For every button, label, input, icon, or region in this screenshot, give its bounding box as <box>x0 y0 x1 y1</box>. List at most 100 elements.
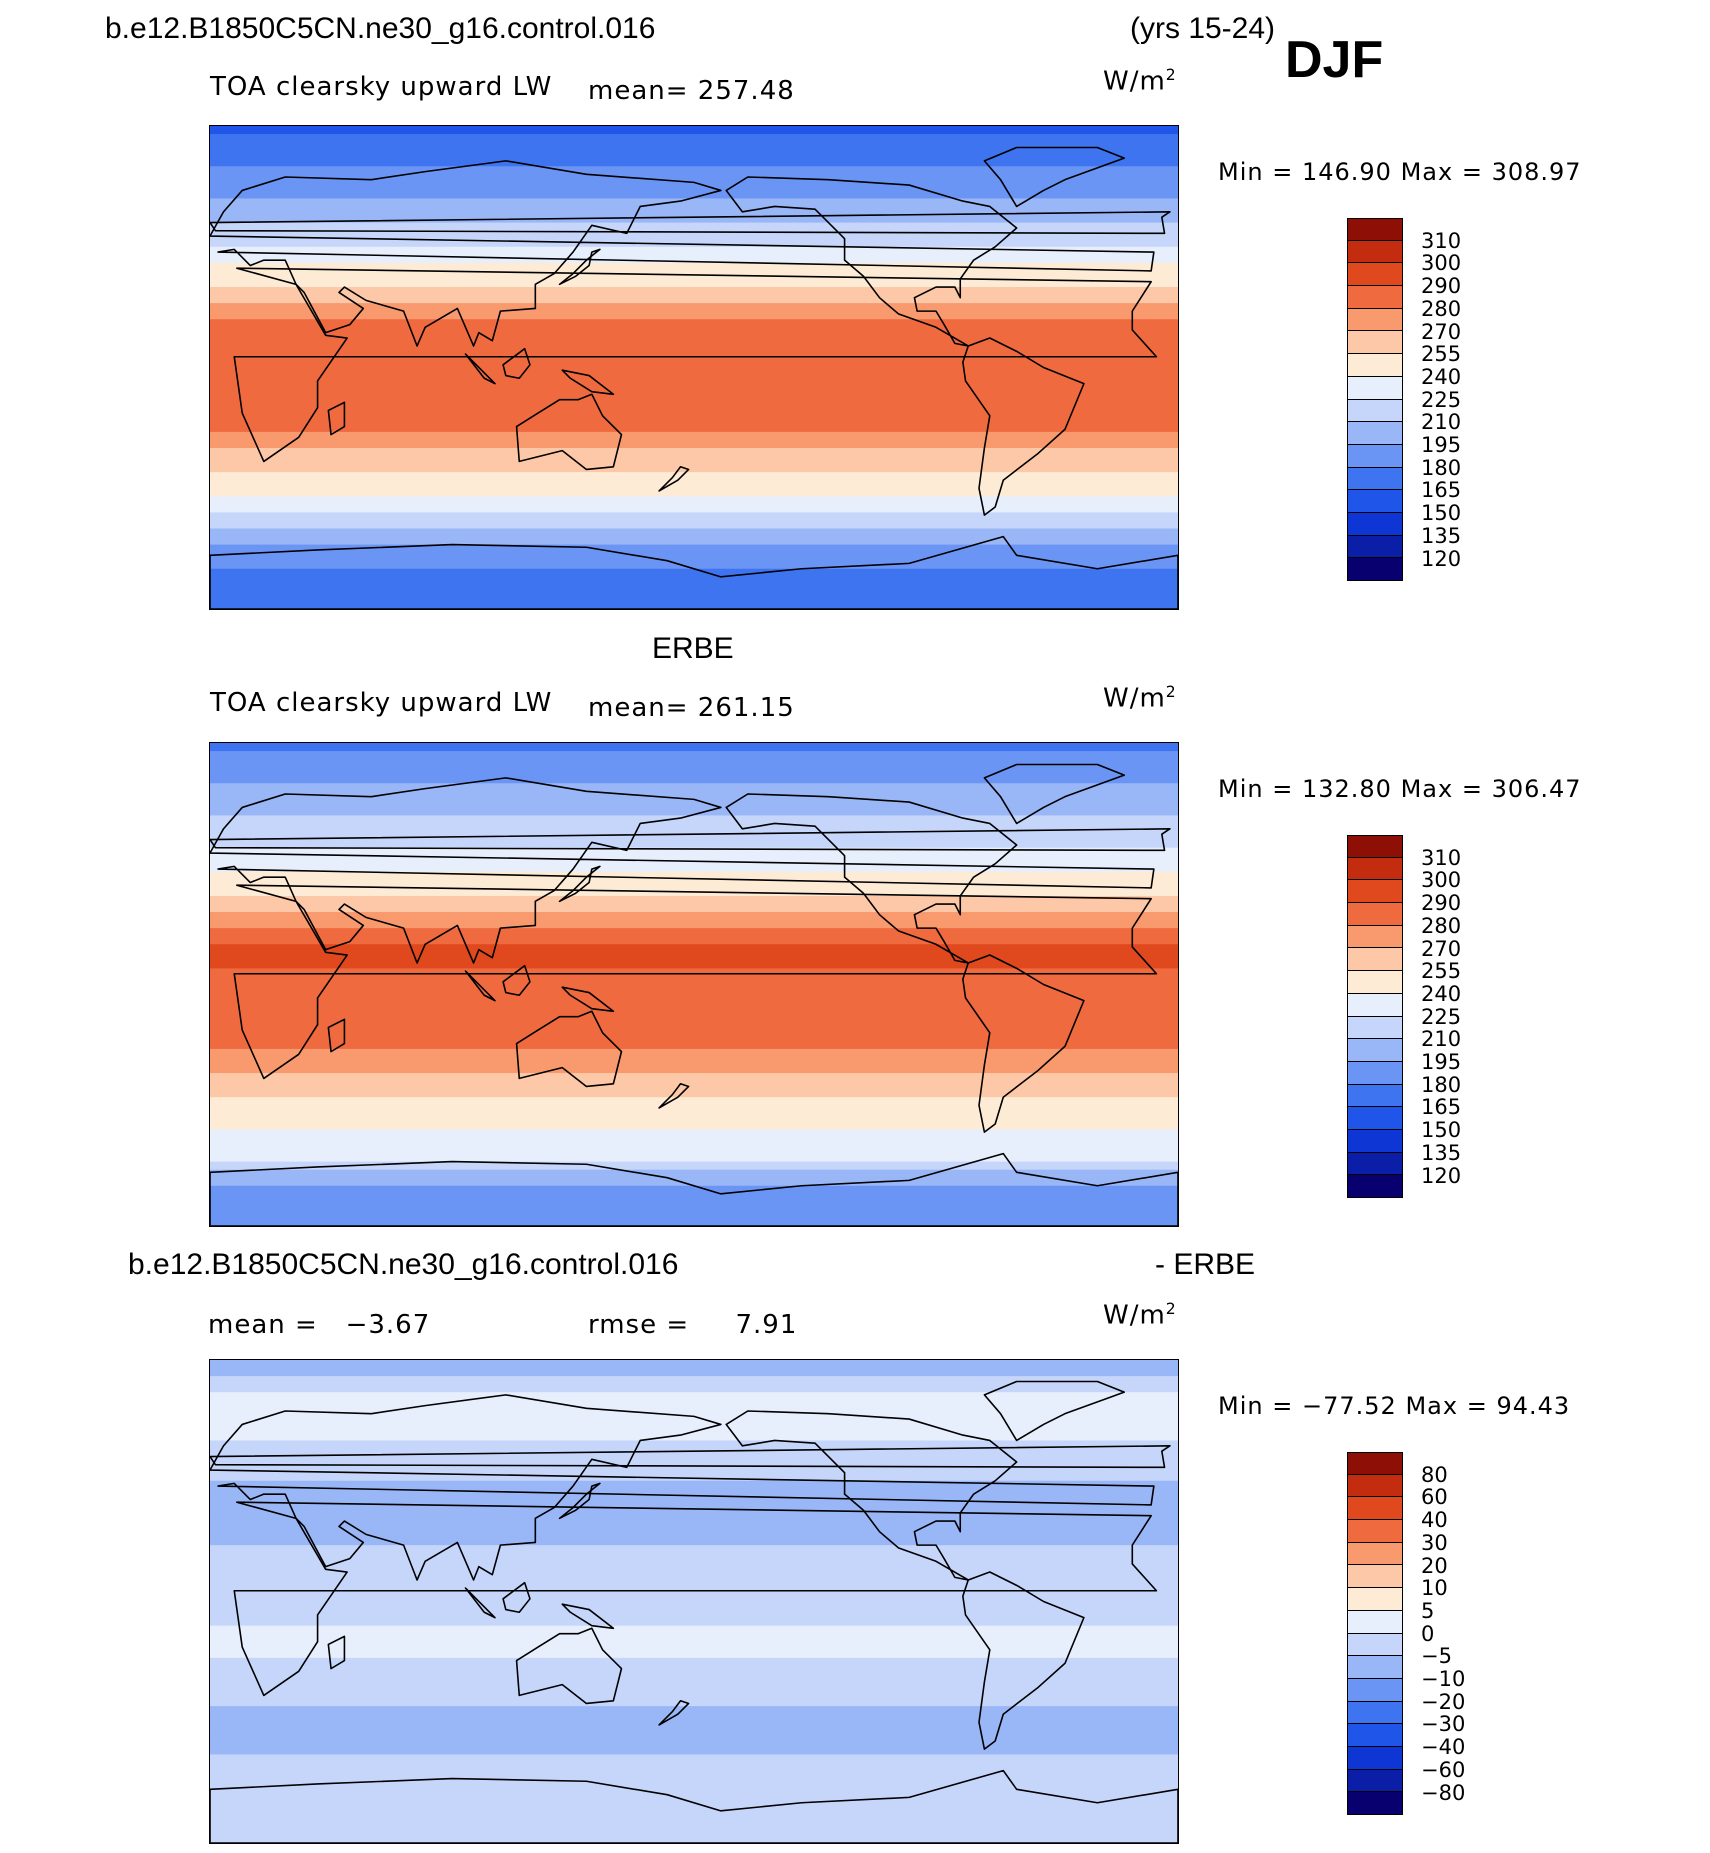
panel1-colorbar-swatch <box>1347 444 1403 468</box>
panel1-colorbar-tick-label: 180 <box>1421 455 1462 480</box>
panel1-lat-band <box>210 552 1178 562</box>
panel2-lat-band <box>210 807 1178 817</box>
panel2-colorbar-tick-label: 180 <box>1421 1072 1462 1097</box>
panel1-lat-band <box>210 439 1178 449</box>
coastline-south-america <box>962 1571 1085 1750</box>
panel3-lat-band <box>210 1392 1178 1401</box>
panel1-lat-band <box>210 431 1178 441</box>
panel1-colorbar-tick-label: 255 <box>1421 342 1462 367</box>
panel3-lat-band <box>210 1593 1178 1603</box>
panel2-lat-band <box>210 775 1178 784</box>
panel3-lat-band <box>210 1424 1178 1434</box>
panel1-lat-band <box>210 319 1178 328</box>
panel1-colorbar-tick-label: 150 <box>1421 501 1462 526</box>
panel3-units: W/m2 <box>1103 1300 1177 1331</box>
panel2-lat-band <box>210 815 1178 825</box>
coastline-uk <box>210 1445 1171 1469</box>
panel1-colorbar-tick-label: 120 <box>1421 546 1462 571</box>
panel1-lat-band <box>210 456 1178 465</box>
panel1-colorbar-swatch <box>1347 399 1403 423</box>
panel1-lat-band <box>210 504 1178 513</box>
panel3-lat-band <box>210 1521 1178 1530</box>
panel3-mean-label: mean = <box>208 1310 318 1340</box>
panel3-colorbar-swatch <box>1347 1792 1403 1815</box>
panel3-lat-band <box>210 1802 1178 1812</box>
panel3-colorbar-tick-label: −30 <box>1421 1712 1466 1737</box>
panel3-max-value: 94.43 <box>1496 1392 1571 1420</box>
coastline-north-america <box>725 176 1018 347</box>
panel3-lat-band <box>210 1794 1178 1804</box>
panel2-colorbar-swatch <box>1347 903 1403 926</box>
panel2-colorbar-swatch <box>1347 1107 1403 1130</box>
coastline-australia <box>515 393 623 471</box>
panel2-lat-band <box>210 960 1178 969</box>
panel3-colorbar-swatch <box>1347 1724 1403 1747</box>
panel3-lat-band <box>210 1762 1178 1772</box>
panel2-lat-band <box>210 1185 1178 1195</box>
panel3-colorbar-tick-label: −10 <box>1421 1667 1466 1691</box>
panel3-colorbar-tick-label: −60 <box>1421 1757 1466 1782</box>
panel2-lat-band <box>210 952 1178 961</box>
panel2-colorbar-swatch <box>1347 1175 1403 1198</box>
panel3-lat-band <box>210 1810 1178 1820</box>
panel3-colorbar-tick-label: −80 <box>1421 1780 1466 1805</box>
panel3-lat-band <box>210 1633 1178 1643</box>
coastline-north-america <box>725 1410 1018 1581</box>
panel1-lat-band <box>210 166 1178 175</box>
panel1-lat-band <box>210 383 1178 393</box>
panel2-lat-band <box>210 1040 1178 1050</box>
panel1-lat-band <box>210 560 1178 570</box>
coastline-africa <box>233 267 1158 463</box>
panel2-min-value: 132.80 <box>1301 775 1392 803</box>
panel2-lat-band <box>210 767 1178 776</box>
panel1-lat-band <box>210 544 1178 554</box>
panel1-lat-band <box>210 246 1178 256</box>
panel3-lat-band <box>210 1770 1178 1780</box>
panel2-lat-band <box>210 1161 1178 1171</box>
panel3-lat-band <box>210 1730 1178 1739</box>
panel3-colorbar-swatch <box>1347 1542 1403 1566</box>
panel3-lat-band <box>210 1569 1178 1578</box>
coastline-japan <box>558 248 601 286</box>
panel1-colorbar-swatch <box>1347 308 1403 332</box>
panel2-colorbar-swatch <box>1347 993 1403 1017</box>
panel3-lat-band <box>210 1376 1178 1385</box>
panel3-lat-band <box>210 1456 1178 1466</box>
case-name-title: b.e12.B1850C5CN.ne30_g16.control.016 <box>105 12 656 45</box>
panel2-lat-band <box>210 936 1178 945</box>
panel3-title-left: b.e12.B1850C5CN.ne30_g16.control.016 <box>128 1248 679 1281</box>
panel2-colorbar-swatch <box>1347 1084 1403 1108</box>
panel1-colorbar-swatch <box>1347 512 1403 536</box>
panel1-lat-band <box>210 576 1178 586</box>
panel1-colorbar-tick-label: 300 <box>1421 251 1462 276</box>
coastline-south-america <box>962 337 1085 516</box>
coastline-new-guinea <box>561 1603 615 1630</box>
coastline-uk <box>210 211 1171 235</box>
panel1-colorbar-tick-label: 165 <box>1421 478 1462 503</box>
panel1-lat-band <box>210 327 1178 336</box>
panel1-lat-band <box>210 600 1178 609</box>
panel3-lat-band <box>210 1496 1178 1506</box>
panel2-lat-band <box>210 1217 1178 1226</box>
coastline-greenland <box>983 763 1126 825</box>
panel2-lat-band <box>210 1032 1178 1042</box>
panel1-colorbar-swatch <box>1347 376 1403 400</box>
panel3-lat-band <box>210 1722 1178 1731</box>
panel1-units-base: W/m <box>1103 66 1166 97</box>
panel1-lat-band <box>210 230 1178 240</box>
panel2-lat-band <box>210 1089 1178 1098</box>
panel1-lat-band <box>210 447 1178 457</box>
panel3-lat-band <box>210 1529 1178 1538</box>
panel1-map-svg <box>210 126 1178 609</box>
panel3-lat-band <box>210 1480 1178 1490</box>
panel1-lat-band <box>210 536 1178 546</box>
panel2-colorbar-tick-label: 290 <box>1421 891 1462 916</box>
panel1-coastlines <box>210 146 1178 609</box>
panel1-lat-band <box>210 528 1178 538</box>
panel3-colorbar-swatch <box>1347 1520 1403 1543</box>
panel3-colorbar-tick-label: −5 <box>1421 1644 1452 1669</box>
panel2-colorbar-swatch <box>1347 1016 1403 1040</box>
panel2-lat-band <box>210 871 1178 881</box>
panel1-colorbar-swatch <box>1347 331 1403 355</box>
panel1-lat-band <box>210 391 1178 401</box>
